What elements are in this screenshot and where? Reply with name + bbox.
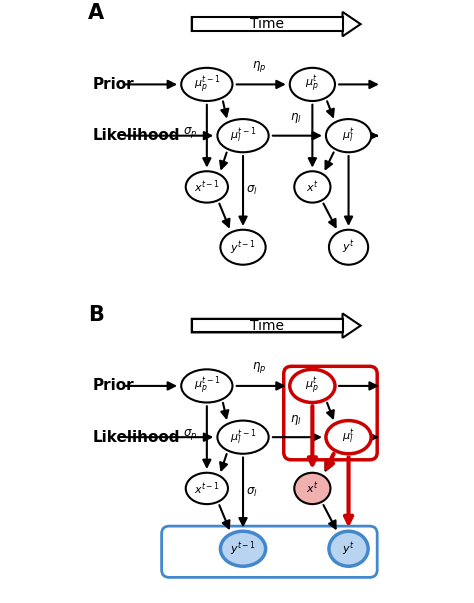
Text: Time: Time [250, 318, 284, 333]
Ellipse shape [220, 531, 265, 566]
Text: $x^{t-1}$: $x^{t-1}$ [194, 178, 220, 195]
Text: B: B [88, 305, 104, 324]
Ellipse shape [290, 369, 335, 403]
Ellipse shape [218, 421, 269, 453]
Ellipse shape [329, 531, 368, 566]
Ellipse shape [186, 171, 228, 203]
Text: $\mu_p^{t-1}$: $\mu_p^{t-1}$ [193, 74, 220, 95]
Text: $\eta_p$: $\eta_p$ [253, 361, 267, 375]
Text: $x^{t-1}$: $x^{t-1}$ [194, 480, 220, 497]
Text: $\sigma_p$: $\sigma_p$ [183, 427, 197, 441]
Text: Likelihood: Likelihood [92, 430, 180, 444]
FancyArrow shape [192, 314, 361, 338]
Text: $y^{t}$: $y^{t}$ [342, 540, 355, 558]
Text: $\mu_l^{t-1}$: $\mu_l^{t-1}$ [230, 126, 256, 145]
Text: $\mu_p^{t}$: $\mu_p^{t}$ [305, 375, 319, 397]
Ellipse shape [181, 369, 232, 403]
Ellipse shape [186, 473, 228, 504]
Ellipse shape [290, 68, 335, 101]
Ellipse shape [220, 230, 265, 265]
Text: Prior: Prior [92, 77, 134, 92]
Ellipse shape [326, 421, 371, 453]
Text: $\eta_l$: $\eta_l$ [290, 412, 301, 427]
Text: $\mu_p^{t-1}$: $\mu_p^{t-1}$ [193, 375, 220, 397]
Ellipse shape [294, 473, 330, 504]
Text: Likelihood: Likelihood [92, 128, 180, 143]
Text: $\mu_l^{t}$: $\mu_l^{t}$ [342, 428, 355, 446]
Ellipse shape [329, 230, 368, 265]
Ellipse shape [181, 68, 232, 101]
Text: $x^{t}$: $x^{t}$ [306, 179, 319, 195]
Text: $\mu_l^{t-1}$: $\mu_l^{t-1}$ [230, 428, 256, 447]
Text: $y^{t-1}$: $y^{t-1}$ [230, 540, 256, 558]
Ellipse shape [326, 119, 371, 152]
Text: A: A [88, 3, 104, 23]
FancyArrow shape [192, 12, 361, 36]
Text: $y^{t-1}$: $y^{t-1}$ [230, 238, 256, 256]
Text: $y^{t}$: $y^{t}$ [342, 238, 355, 256]
Bar [192, 17, 343, 31]
Text: $\sigma_p$: $\sigma_p$ [183, 125, 197, 140]
Text: $x^{t}$: $x^{t}$ [306, 481, 319, 496]
Ellipse shape [218, 119, 269, 152]
Ellipse shape [294, 171, 330, 203]
Text: $\sigma_l$: $\sigma_l$ [246, 486, 258, 499]
Text: Prior: Prior [92, 379, 134, 393]
Text: Time: Time [250, 17, 284, 31]
Text: $\eta_l$: $\eta_l$ [290, 111, 301, 125]
Text: $\eta_p$: $\eta_p$ [253, 59, 267, 74]
Text: $\mu_p^{t}$: $\mu_p^{t}$ [305, 74, 319, 95]
Bar [192, 319, 343, 332]
Text: $\mu_l^{t}$: $\mu_l^{t}$ [342, 127, 355, 145]
Text: $\sigma_l$: $\sigma_l$ [246, 185, 258, 197]
